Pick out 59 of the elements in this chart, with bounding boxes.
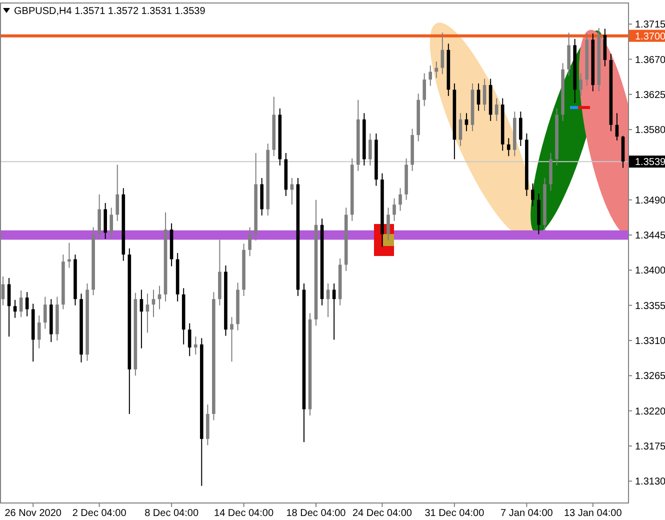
candlestick	[194, 336, 198, 356]
y-tick-label: 1.3625	[635, 90, 665, 101]
candlestick	[464, 112, 468, 132]
candlestick	[386, 207, 390, 241]
candlestick	[19, 290, 23, 318]
x-tick-label: 31 Dec 04:00	[424, 508, 485, 519]
candlestick	[116, 164, 120, 222]
y-tick-label: 1.3670	[635, 54, 665, 66]
x-tick-label: 18 Dec 04:00	[286, 508, 346, 519]
x-tick-label: 13 Jan 04:00	[564, 508, 622, 519]
x-tick-label: 8 Dec 04:00	[144, 508, 199, 519]
candlestick	[579, 72, 583, 96]
candlestick	[422, 72, 426, 107]
candlestick	[531, 182, 534, 207]
y-tick-label: 1.3310	[635, 336, 665, 347]
x-tick-label: 24 Dec 04:00	[352, 508, 412, 519]
x-tick-label: 26 Nov 2020	[4, 508, 62, 519]
ref-line-label: 1.3539	[635, 157, 665, 168]
x-tick-label: 2 Dec 04:00	[72, 508, 127, 519]
candlestick	[519, 111, 522, 146]
candlestick	[140, 289, 144, 349]
candlestick	[332, 282, 336, 340]
candlestick	[68, 242, 71, 268]
candlestick	[25, 292, 29, 317]
y-tick-label: 1.3715	[635, 20, 665, 31]
x-tick-label: 14 Dec 04:00	[214, 508, 274, 519]
y-tick-label: 1.3220	[635, 406, 665, 418]
candlestick	[37, 315, 41, 349]
y-tick-label: 1.3175	[635, 441, 665, 452]
candlestick	[494, 98, 498, 122]
candlestick	[13, 299, 17, 318]
candlestick	[428, 65, 432, 86]
candlestick	[476, 82, 480, 112]
y-tick-label: 1.3445	[635, 230, 665, 242]
candlestick	[152, 289, 156, 318]
ref-line-label: 1.3700	[635, 31, 665, 42]
candlestick	[440, 32, 444, 75]
candlestick	[248, 226, 252, 257]
candlestick	[392, 198, 396, 222]
y-tick-label: 1.3355	[635, 300, 665, 312]
candlestick	[368, 132, 372, 166]
y-tick-label: 1.3400	[635, 266, 665, 277]
candlestick	[434, 61, 438, 78]
candlestick	[506, 138, 510, 157]
candlestick	[110, 207, 114, 240]
candlestick	[188, 322, 192, 357]
candlestick	[43, 296, 47, 330]
candlestick	[398, 188, 402, 212]
candlestick	[482, 78, 486, 112]
y-tick-label: 1.3490	[635, 195, 665, 206]
y-tick-label: 1.3580	[635, 125, 665, 136]
y-tick-label: 1.3265	[635, 371, 665, 382]
candlestick	[326, 282, 330, 318]
candlestick	[104, 202, 107, 240]
y-tick-label: 1.3130	[635, 476, 665, 488]
x-tick-label: 7 Jan 04:00	[500, 508, 554, 519]
chart-title: GBPUSD,H4 1.3571 1.3572 1.3531 1.3539	[14, 6, 206, 17]
candlestick	[146, 293, 150, 334]
candlestick	[230, 316, 234, 362]
